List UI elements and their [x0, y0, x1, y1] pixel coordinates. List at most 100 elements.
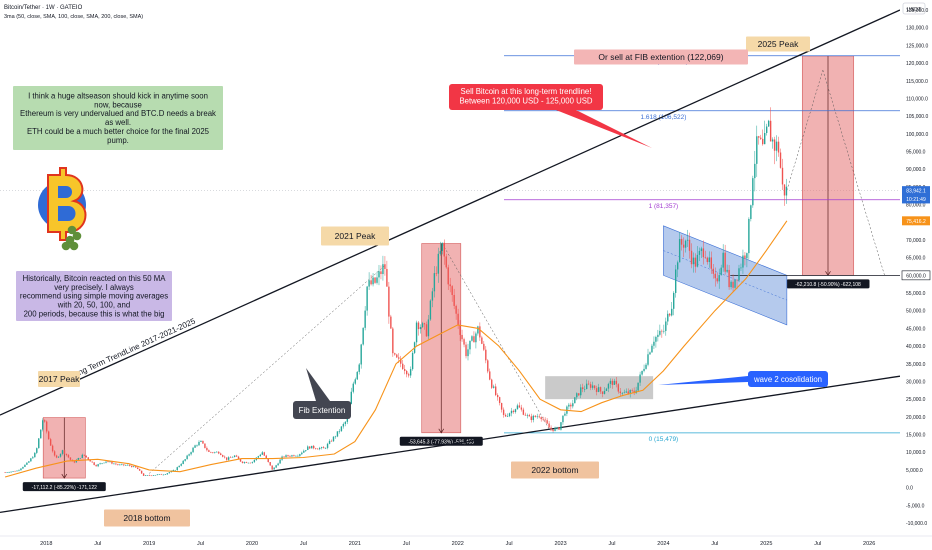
- candle-body[interactable]: [453, 294, 455, 306]
- candle-body[interactable]: [538, 416, 540, 418]
- candle-body[interactable]: [580, 387, 582, 396]
- candle-body[interactable]: [572, 403, 574, 407]
- candle-body[interactable]: [77, 457, 80, 460]
- altseason-note[interactable]: [13, 86, 223, 150]
- candle-body[interactable]: [597, 387, 600, 392]
- candle-body[interactable]: [417, 322, 420, 330]
- candle-body[interactable]: [463, 339, 465, 345]
- candle-body[interactable]: [69, 457, 72, 460]
- candle-body[interactable]: [194, 445, 196, 448]
- candle-body[interactable]: [239, 458, 242, 462]
- candle-body[interactable]: [550, 427, 552, 430]
- candle-body[interactable]: [405, 370, 408, 375]
- candle-body[interactable]: [680, 238, 683, 245]
- candle-body[interactable]: [698, 250, 701, 255]
- candle-body[interactable]: [562, 415, 564, 423]
- candle-body[interactable]: [366, 286, 368, 311]
- candle-body[interactable]: [376, 277, 378, 283]
- candle-body[interactable]: [204, 443, 206, 448]
- candle-body[interactable]: [688, 239, 691, 251]
- candle-body[interactable]: [188, 454, 190, 456]
- candle-body[interactable]: [180, 463, 182, 466]
- candle-body[interactable]: [465, 344, 467, 357]
- candle-body[interactable]: [445, 256, 447, 268]
- candle-body[interactable]: [38, 438, 40, 449]
- candle-body[interactable]: [663, 330, 665, 332]
- candle-body[interactable]: [694, 257, 697, 267]
- candle-body[interactable]: [423, 323, 426, 325]
- candle-body[interactable]: [760, 137, 762, 139]
- candle-body[interactable]: [530, 416, 532, 421]
- candle-body[interactable]: [437, 253, 440, 274]
- candle-body[interactable]: [392, 328, 394, 354]
- candle-body[interactable]: [309, 446, 311, 449]
- candle-body[interactable]: [97, 464, 99, 467]
- candle-body[interactable]: [119, 464, 121, 466]
- candle-body[interactable]: [178, 465, 180, 468]
- candle-body[interactable]: [568, 404, 570, 407]
- candle-body[interactable]: [105, 461, 107, 463]
- candle-body[interactable]: [671, 308, 673, 316]
- candle-body[interactable]: [374, 277, 376, 283]
- candle-body[interactable]: [455, 305, 457, 314]
- candle-body[interactable]: [494, 386, 497, 396]
- candle-body[interactable]: [154, 474, 157, 476]
- candle-body[interactable]: [261, 452, 263, 455]
- indicator-legend[interactable]: 3ma (50, close, SMA, 100, close, SMA, 20…: [4, 14, 143, 20]
- candle-body[interactable]: [686, 239, 689, 241]
- candle-body[interactable]: [233, 455, 236, 458]
- candle-body[interactable]: [732, 281, 734, 288]
- candle-body[interactable]: [678, 238, 681, 263]
- candle-body[interactable]: [394, 353, 396, 355]
- candle-body[interactable]: [542, 419, 544, 420]
- candle-body[interactable]: [55, 455, 58, 458]
- candle-body[interactable]: [502, 409, 505, 415]
- candle-body[interactable]: [285, 455, 287, 457]
- candle-body[interactable]: [103, 462, 105, 464]
- candle-body[interactable]: [297, 455, 299, 457]
- candle-body[interactable]: [582, 387, 584, 390]
- candle-body[interactable]: [578, 393, 580, 396]
- wave2-note[interactable]: [748, 371, 828, 387]
- candle-body[interactable]: [589, 384, 592, 388]
- candle-body[interactable]: [354, 379, 356, 384]
- candle-body[interactable]: [198, 441, 200, 446]
- candle-body[interactable]: [696, 254, 699, 267]
- candle-body[interactable]: [117, 464, 119, 465]
- candle-body[interactable]: [49, 439, 52, 446]
- candle-body[interactable]: [667, 313, 669, 322]
- candle-body[interactable]: [313, 445, 315, 449]
- candle-body[interactable]: [241, 461, 244, 463]
- candle-body[interactable]: [291, 455, 293, 457]
- candle-body[interactable]: [350, 391, 352, 404]
- trendline[interactable]: [0, 375, 901, 514]
- ma50-note[interactable]: [16, 271, 172, 321]
- candle-body[interactable]: [647, 354, 649, 365]
- candle-body[interactable]: [398, 357, 400, 359]
- candle-body[interactable]: [475, 333, 477, 343]
- candle-body[interactable]: [649, 352, 651, 355]
- candle-body[interactable]: [467, 349, 469, 357]
- candle-body[interactable]: [26, 462, 28, 465]
- candle-body[interactable]: [506, 416, 509, 417]
- candle-body[interactable]: [718, 275, 720, 282]
- candle-body[interactable]: [131, 465, 133, 468]
- candle-body[interactable]: [342, 423, 345, 427]
- candle-body[interactable]: [101, 463, 103, 464]
- candle-body[interactable]: [220, 453, 222, 456]
- candle-body[interactable]: [532, 415, 534, 421]
- candle-body[interactable]: [113, 463, 115, 465]
- candle-body[interactable]: [222, 455, 224, 457]
- candle-body[interactable]: [370, 280, 372, 285]
- candle-body[interactable]: [28, 461, 30, 463]
- candle-body[interactable]: [736, 279, 738, 281]
- candle-body[interactable]: [489, 371, 491, 380]
- candle-body[interactable]: [30, 458, 32, 462]
- candle-body[interactable]: [380, 271, 382, 275]
- candle-body[interactable]: [443, 242, 445, 257]
- candle-body[interactable]: [669, 313, 671, 316]
- candle-body[interactable]: [235, 455, 238, 457]
- peak2025-note[interactable]: [746, 36, 810, 52]
- candle-body[interactable]: [754, 163, 756, 179]
- candle-body[interactable]: [775, 141, 778, 151]
